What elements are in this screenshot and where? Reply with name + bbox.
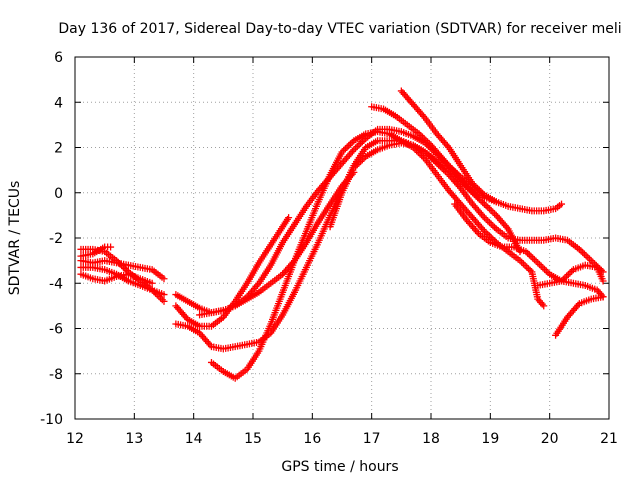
y-tick-label: 4	[54, 95, 63, 111]
series-track-2	[77, 257, 168, 283]
series-track-14	[451, 200, 607, 301]
data-point	[532, 257, 540, 265]
y-tick-label: -4	[49, 276, 63, 292]
y-tick-label: -2	[49, 231, 63, 247]
data-point	[491, 223, 499, 231]
series-track-6	[172, 168, 358, 317]
data-point	[525, 251, 533, 259]
x-axis-label: GPS time / hours	[281, 459, 398, 475]
data-point	[148, 279, 156, 287]
series-track-11	[326, 139, 607, 276]
series-track-3	[77, 263, 168, 299]
data-point	[519, 260, 527, 268]
data-point	[577, 247, 585, 255]
data-point	[107, 243, 115, 251]
y-tick-label: 6	[54, 50, 63, 66]
data-point	[521, 261, 529, 269]
data-point	[482, 202, 490, 210]
x-tick-label: 14	[185, 431, 203, 447]
data-point	[527, 252, 535, 260]
data-point	[518, 258, 526, 266]
y-tick-label: 0	[54, 186, 63, 202]
data-point	[539, 264, 547, 272]
data-point	[541, 265, 549, 273]
data-point	[599, 277, 607, 285]
series-track-15	[534, 261, 607, 290]
data-point	[353, 143, 361, 151]
x-tick-label: 13	[125, 431, 143, 447]
data-point	[534, 259, 542, 267]
data-point	[487, 207, 495, 215]
data-point	[537, 262, 545, 270]
y-axis-label: SDTVAR / TECUs	[7, 181, 23, 296]
data-point	[542, 267, 550, 275]
data-point	[345, 142, 353, 150]
data-point	[580, 250, 588, 258]
x-tick-label: 21	[600, 431, 618, 447]
data-point	[487, 220, 495, 228]
series-track-7	[172, 214, 293, 330]
data-point	[523, 263, 531, 271]
data-point	[352, 144, 360, 152]
chart-title: Day 136 of 2017, Sidereal Day-to-day VTE…	[58, 21, 621, 37]
x-tick-label: 18	[422, 431, 440, 447]
x-tick-label: 17	[363, 431, 381, 447]
data-point	[529, 254, 537, 262]
data-point	[492, 198, 500, 206]
data-point	[285, 214, 293, 222]
y-tick-label: 2	[54, 141, 63, 157]
data-point	[484, 217, 492, 225]
data-point	[579, 249, 587, 257]
data-point	[540, 302, 548, 310]
data-point	[584, 253, 592, 261]
data-point	[474, 193, 482, 201]
series-track-8	[172, 137, 548, 353]
plot-frame	[74, 56, 610, 420]
y-tick-label: -6	[49, 322, 63, 338]
data-point	[530, 256, 538, 264]
data-point	[582, 252, 590, 260]
series-track-16	[552, 293, 607, 339]
series-track-4	[77, 270, 156, 287]
data-point	[566, 269, 574, 277]
data-point	[341, 145, 349, 153]
data-point	[343, 143, 351, 151]
data-point	[160, 275, 168, 283]
x-tick-label: 15	[244, 431, 262, 447]
series-track-9	[207, 128, 524, 382]
data-point	[121, 265, 129, 273]
x-tick-label: 20	[541, 431, 559, 447]
y-tick-label: -10	[40, 412, 63, 428]
series-track-13	[397, 87, 500, 206]
series-track-12	[368, 103, 482, 201]
data-point	[346, 140, 354, 148]
x-tick-label: 19	[481, 431, 499, 447]
data-point	[160, 297, 168, 305]
x-tick-label: 12	[66, 431, 84, 447]
data-point	[599, 293, 607, 301]
data-point	[586, 255, 594, 263]
series-track-10	[196, 125, 566, 319]
data-point	[158, 296, 166, 304]
axis-ticks: 12 13 14 15 16 17 18 19 20 21 -10 -8 -6 -4 -2 0 2 4 6	[40, 50, 618, 447]
data-point	[558, 200, 566, 208]
data-point	[489, 222, 497, 230]
data-point	[485, 218, 493, 226]
series-track-5	[77, 243, 115, 260]
data-point	[587, 257, 595, 265]
data-point	[160, 291, 168, 299]
data-point	[479, 198, 487, 206]
data-point	[482, 215, 490, 223]
data-point	[524, 265, 532, 273]
y-tick-label: -8	[49, 367, 63, 383]
data-point	[491, 210, 499, 218]
data-point	[355, 141, 363, 149]
data-series	[77, 87, 607, 382]
data-point	[535, 261, 543, 269]
data-point	[485, 205, 493, 213]
data-point	[157, 294, 165, 302]
x-tick-label: 16	[303, 431, 321, 447]
data-point	[564, 271, 572, 279]
